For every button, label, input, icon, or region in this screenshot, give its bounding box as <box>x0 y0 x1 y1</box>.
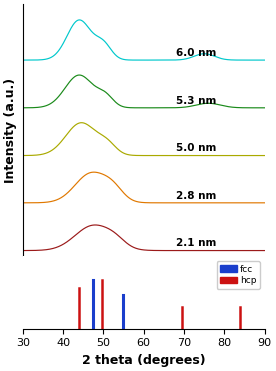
Text: 6.0 nm: 6.0 nm <box>176 48 216 58</box>
Y-axis label: Intensity (a.u.): Intensity (a.u.) <box>4 78 17 183</box>
Text: 2.8 nm: 2.8 nm <box>176 191 216 201</box>
X-axis label: 2 theta (degrees): 2 theta (degrees) <box>82 354 206 367</box>
Text: 5.0 nm: 5.0 nm <box>176 143 216 153</box>
Legend: fcc, hcp: fcc, hcp <box>217 261 260 289</box>
Text: 2.1 nm: 2.1 nm <box>176 238 216 248</box>
Text: 5.3 nm: 5.3 nm <box>176 96 216 105</box>
